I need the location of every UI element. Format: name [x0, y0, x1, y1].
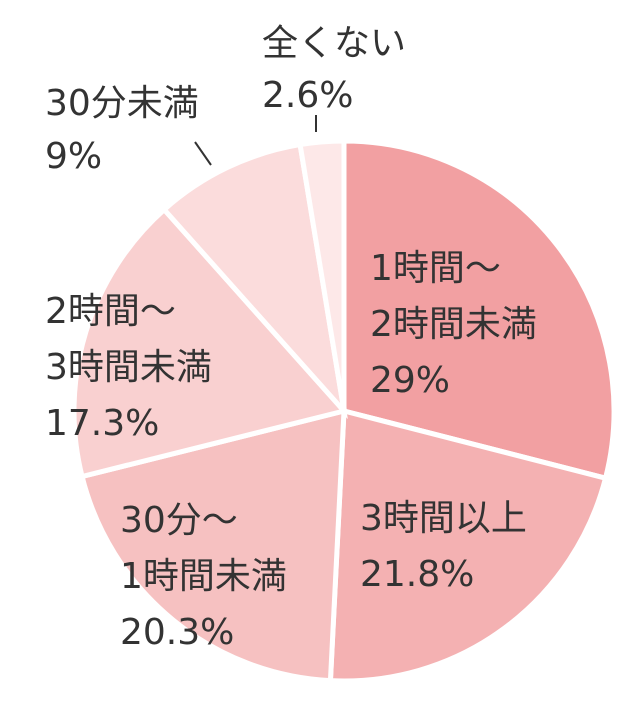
pie-slices	[71, 138, 617, 684]
slice-label-2-3h: 2時間〜 3時間未満 17.3%	[45, 291, 223, 444]
slice-label-3h-plus-line-1: 3時間以上	[360, 498, 527, 539]
slice-label-2-3h-line-1: 2時間〜	[45, 291, 176, 332]
slice-label-none-value: 2.6%	[262, 75, 353, 116]
slice-label-under-30m: 30分未満 9%	[45, 83, 210, 177]
slice-label-30m-1h-line-1: 30分〜	[120, 500, 238, 541]
slice-label-1-2h-line-1: 1時間〜	[370, 248, 501, 289]
slice-label-1-2h-line-2: 2時間未満	[370, 304, 537, 345]
slice-label-30m-1h: 30分〜 1時間未満 20.3%	[120, 500, 298, 653]
slice-label-30m-1h-line-2: 1時間未満	[120, 556, 287, 597]
slice-label-under-30m-line-1: 30分未満	[45, 83, 199, 124]
slice-2-3h	[71, 206, 349, 480]
slice-label-3h-plus-value: 21.8%	[360, 554, 474, 595]
slice-label-2-3h-value: 17.3%	[45, 403, 159, 444]
slice-label-2-3h-line-2: 3時間未満	[45, 347, 212, 388]
slice-label-none-line-1: 全くない	[262, 23, 406, 64]
slice-none	[297, 138, 347, 412]
slice-label-1-2h-value: 29%	[370, 360, 450, 401]
slice-label-under-30m-value: 9%	[45, 136, 102, 177]
slice-1-2h	[341, 138, 617, 482]
leader-line-under-30m	[194, 141, 212, 166]
slice-30m-1h	[79, 407, 347, 684]
slice-label-1-2h: 1時間〜 2時間未満 29%	[370, 248, 548, 401]
slice-3h-plus	[327, 407, 609, 684]
slice-label-none: 全くない 2.6%	[262, 23, 417, 116]
slice-label-30m-1h-value: 20.3%	[120, 612, 234, 653]
slice-under-30m	[160, 141, 348, 420]
slice-label-3h-plus: 3時間以上 21.8%	[360, 498, 538, 595]
